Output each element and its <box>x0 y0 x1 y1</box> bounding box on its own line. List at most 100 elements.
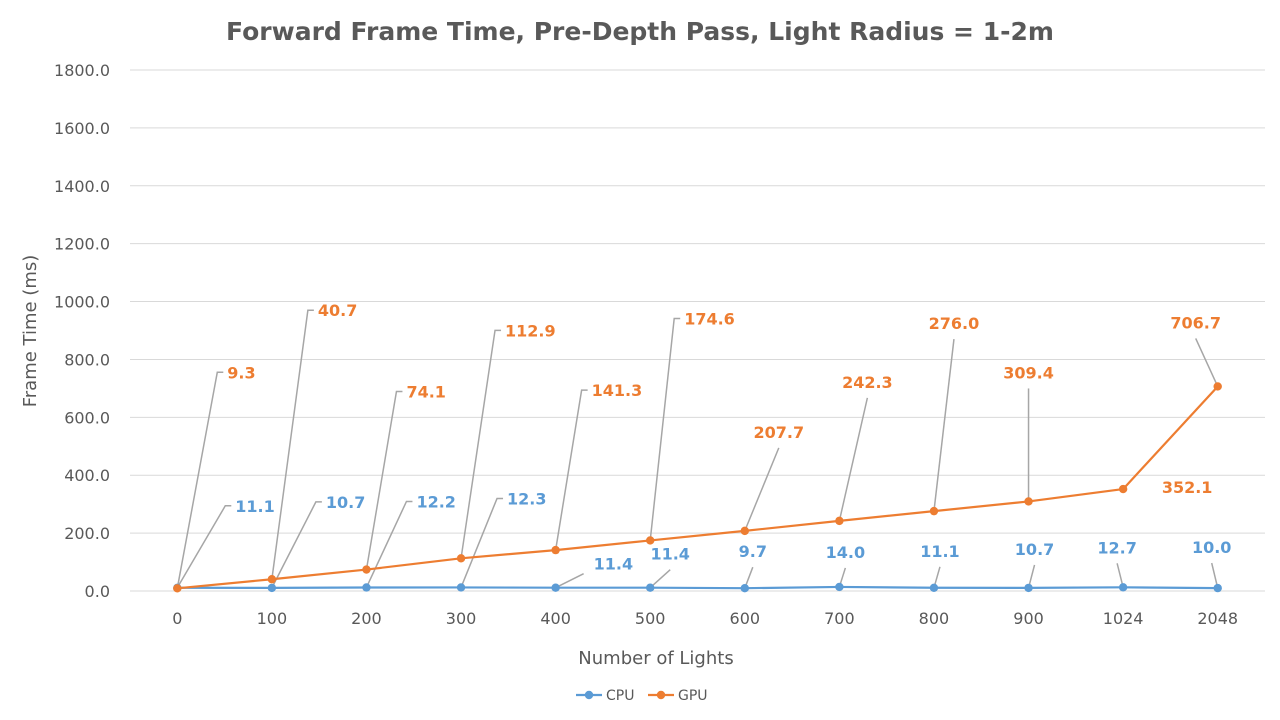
leader-line <box>176 505 232 589</box>
data-label: 141.3 <box>592 381 643 400</box>
legend-marker-gpu <box>656 690 666 700</box>
data-point-cpu <box>1118 583 1128 592</box>
data-point-gpu <box>362 565 371 574</box>
x-tick-label: 400 <box>540 609 571 628</box>
leader-line <box>555 573 584 589</box>
data-point-cpu <box>362 583 371 592</box>
leader-line <box>1195 338 1219 387</box>
data-point-gpu <box>1213 382 1222 391</box>
data-label: 14.0 <box>826 543 865 562</box>
data-label: 12.3 <box>507 489 546 508</box>
series-line-cpu <box>177 585 1218 590</box>
data-label: 242.3 <box>842 373 893 392</box>
data-label: 10.7 <box>326 493 365 512</box>
data-label: 11.1 <box>920 542 959 561</box>
data-label: 309.4 <box>1003 363 1054 382</box>
data-label-leaders <box>176 309 1219 589</box>
leader-line <box>744 447 780 532</box>
legend-marker-cpu <box>584 690 594 700</box>
y-tick-label: 600.0 <box>64 408 110 427</box>
data-point-cpu <box>551 583 560 592</box>
x-axis-ticks: 0 100 200 300 400 500 600 700 800 900 1024 2048 <box>172 609 1238 628</box>
x-tick-label: 600 <box>730 609 761 628</box>
gridlines <box>130 69 1265 592</box>
y-tick-label: 1000.0 <box>54 293 110 312</box>
x-tick-label: 2048 <box>1197 609 1238 628</box>
data-label: 9.7 <box>739 542 767 561</box>
data-point-cpu <box>267 583 277 593</box>
data-point-cpu <box>646 583 655 592</box>
data-point-gpu <box>267 575 277 584</box>
x-tick-label: 100 <box>257 609 288 628</box>
x-tick-label: 200 <box>351 609 382 628</box>
chart-title: Forward Frame Time, Pre-Depth Pass, Ligh… <box>226 17 1054 46</box>
data-label: 74.1 <box>406 383 445 402</box>
series-line-gpu <box>177 385 1219 590</box>
y-tick-label: 1800.0 <box>54 61 110 80</box>
leader-line <box>365 500 413 588</box>
data-point-gpu <box>456 554 466 563</box>
legend: CPU GPU <box>576 688 708 704</box>
leader-line <box>554 389 588 551</box>
leader-line <box>838 397 869 522</box>
data-point-cpu <box>929 583 939 592</box>
x-tick-label: 1024 <box>1103 609 1144 628</box>
data-point-cpu <box>456 583 466 592</box>
leader-line <box>271 501 322 589</box>
x-axis-label: Number of Lights <box>578 648 733 669</box>
data-label: 9.3 <box>227 363 255 382</box>
data-label: 11.1 <box>235 497 274 516</box>
x-tick-label: 700 <box>824 609 855 628</box>
y-axis-label: Frame Time (ms) <box>20 255 41 408</box>
y-tick-label: 1200.0 <box>54 235 110 254</box>
data-label: 11.4 <box>650 545 689 564</box>
data-label: 112.9 <box>505 321 556 340</box>
data-point-gpu <box>1118 484 1128 494</box>
legend-label-gpu: GPU <box>678 688 708 704</box>
data-point-cpu <box>835 582 844 592</box>
data-point-gpu <box>1024 497 1033 506</box>
series <box>173 382 1222 593</box>
data-label: 276.0 <box>929 314 980 333</box>
data-point-gpu <box>835 516 844 526</box>
x-tick-label: 500 <box>635 609 666 628</box>
y-tick-label: 800.0 <box>64 350 110 369</box>
data-label: 352.1 <box>1162 478 1213 497</box>
leader-line <box>649 569 671 589</box>
x-tick-label: 300 <box>446 609 477 628</box>
y-tick-label: 0.0 <box>85 582 110 601</box>
leader-line <box>271 309 314 580</box>
data-label: 207.7 <box>753 423 804 442</box>
data-point-cpu <box>1024 583 1033 593</box>
data-point-gpu <box>173 584 182 593</box>
leader-line <box>176 371 224 589</box>
data-point-gpu <box>646 536 655 545</box>
data-label: 10.7 <box>1015 540 1054 559</box>
legend-label-cpu: CPU <box>606 688 634 704</box>
x-tick-label: 0 <box>172 609 182 628</box>
data-labels: 11.1 10.7 12.2 12.3 11.4 11.4 9.7 14.0 11.1 10.7 1… <box>227 301 1231 573</box>
data-point-cpu <box>740 583 749 593</box>
data-label: 40.7 <box>318 301 357 320</box>
data-point-cpu <box>1213 583 1222 593</box>
leader-line <box>649 317 681 541</box>
y-tick-label: 1400.0 <box>54 177 110 196</box>
leader-line <box>933 339 955 512</box>
leader-line <box>1210 562 1219 589</box>
x-tick-label: 800 <box>919 609 950 628</box>
data-label: 174.6 <box>684 309 735 328</box>
y-axis-ticks: 0.0 200.0 400.0 600.0 800.0 1000.0 1200.0 1400.… <box>54 61 110 601</box>
data-label: 10.0 <box>1192 538 1231 557</box>
data-label: 11.4 <box>594 555 633 574</box>
y-tick-label: 200.0 <box>64 524 110 543</box>
y-tick-label: 400.0 <box>64 466 110 485</box>
data-point-gpu <box>740 526 749 536</box>
x-tick-label: 900 <box>1013 609 1044 628</box>
data-point-gpu <box>929 506 939 516</box>
data-label: 12.7 <box>1097 538 1136 557</box>
data-point-gpu <box>551 545 560 555</box>
leader-line <box>365 390 403 570</box>
leader-line <box>460 329 502 559</box>
data-label: 12.2 <box>416 492 455 511</box>
